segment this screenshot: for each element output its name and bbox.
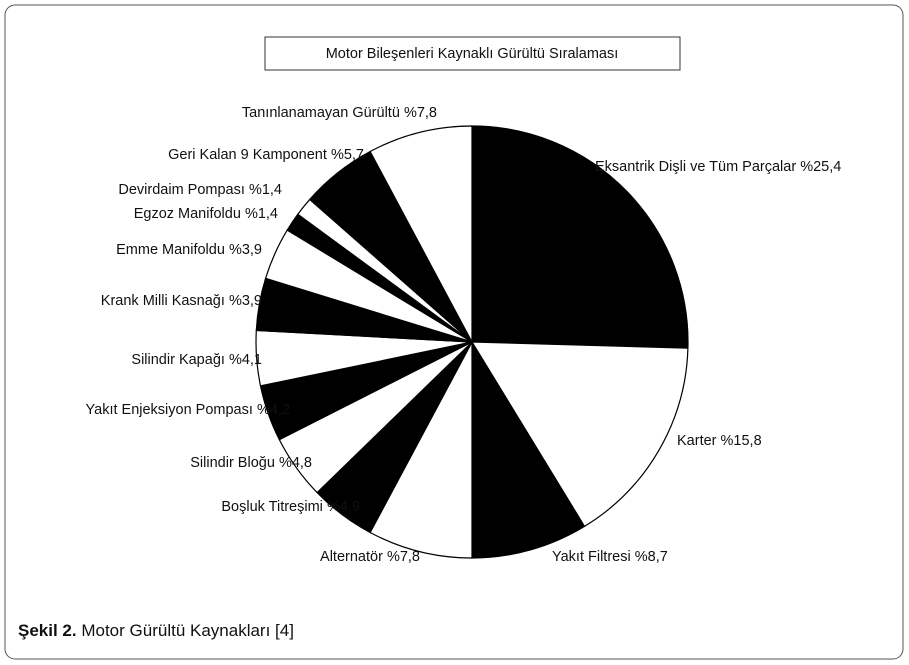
slice-label: Devirdaim Pompası %1,4 — [118, 182, 282, 198]
slice-label: Alternatör %7,8 — [320, 549, 420, 565]
pie-slice — [470, 341, 689, 528]
pie — [255, 125, 689, 559]
value-label: %4,8 — [279, 455, 312, 471]
category-label: Boşluk Titreşimi — [221, 499, 323, 515]
slice-label: Emme Manifoldu %3,9 — [116, 242, 262, 258]
category-label: Egzoz Manifoldu — [134, 206, 241, 222]
category-label: Emme Manifoldu — [116, 242, 225, 258]
slice-label: Egzoz Manifoldu %1,4 — [134, 206, 278, 222]
slice-label: Eksantrik Dişli ve Tüm Parçalar %25,4 — [595, 159, 841, 175]
category-label: Alternatör — [320, 549, 383, 565]
caption-label: Şekil 2. — [18, 621, 77, 640]
pie-slice — [369, 125, 473, 343]
caption: Şekil 2. Motor Gürültü Kaynakları [4] — [18, 621, 294, 640]
slice-label: Yakıt Filtresi %8,7 — [552, 549, 668, 565]
slice-label: Geri Kalan 9 Kamponent %5,7 — [168, 147, 364, 163]
caption-text: Motor Gürültü Kaynakları [4] — [81, 621, 294, 640]
value-label: %7,8 — [404, 105, 437, 121]
chart-title: Motor Bileşenleri Kaynaklı Gürültü Sıral… — [326, 46, 619, 62]
pie-slice — [471, 125, 689, 349]
category-label: Yakıt Filtresi — [552, 549, 631, 565]
category-label: Geri Kalan 9 Kamponent — [168, 147, 327, 163]
value-label: %4,9 — [327, 499, 360, 515]
value-label: %4,2 — [257, 402, 290, 418]
slice-label: Silindir Bloğu %4,8 — [190, 455, 312, 471]
value-label: %4,1 — [229, 352, 262, 368]
slice-label: Karter %15,8 — [677, 433, 762, 449]
title-box — [264, 36, 681, 71]
value-label: %1,4 — [245, 206, 278, 222]
pie-slice — [369, 341, 473, 559]
slice-label: Krank Milli Kasnağı %3,9 — [101, 293, 262, 309]
category-label: Silindir Bloğu — [190, 455, 275, 471]
category-label: Silindir Kapağı — [131, 352, 225, 368]
value-label: %3,9 — [229, 242, 262, 258]
value-label: %8,7 — [635, 549, 668, 565]
category-label: Eksantrik Dişli ve Tüm Parçalar — [595, 159, 796, 175]
category-label: Tanınlanamayan Gürültü — [242, 105, 400, 121]
value-label: %25,4 — [800, 159, 841, 175]
value-label: %15,8 — [721, 433, 762, 449]
category-label: Krank Milli Kasnağı — [101, 293, 225, 309]
slice-label: Tanınlanamayan Gürültü %7,8 — [242, 105, 437, 121]
slice-label: Silindir Kapağı %4,1 — [131, 352, 262, 368]
category-label: Karter — [677, 433, 717, 449]
value-label: %7,8 — [387, 549, 420, 565]
value-label: %1,4 — [249, 182, 282, 198]
value-label: %5,7 — [331, 147, 364, 163]
slice-label: Boşluk Titreşimi %4,9 — [221, 499, 360, 515]
value-label: %3,9 — [229, 293, 262, 309]
category-label: Devirdaim Pompası — [118, 182, 245, 198]
pie-slice — [471, 339, 586, 559]
category-label: Yakıt Enjeksiyon Pompası — [86, 402, 253, 418]
slice-label: Yakıt Enjeksiyon Pompası %4,2 — [86, 402, 290, 418]
